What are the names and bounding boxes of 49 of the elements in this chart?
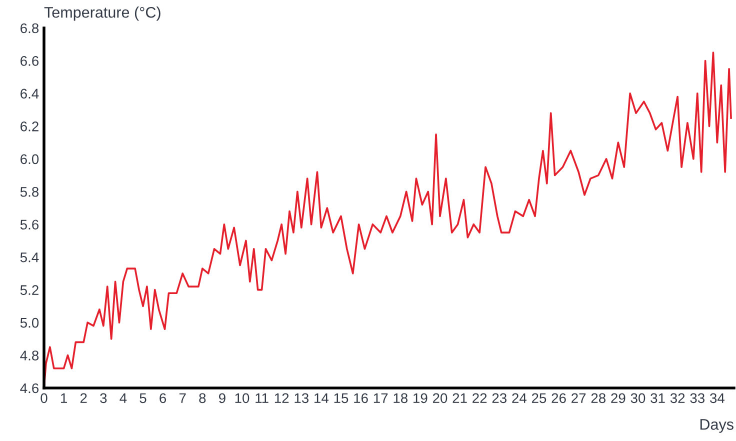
y-tick-label: 4.8 [20, 350, 39, 360]
x-axis-title: Days [700, 419, 734, 433]
y-tick-label: 5.6 [20, 220, 39, 230]
y-tick-label: 6.8 [20, 23, 39, 34]
x-tick-label: 13 [294, 393, 309, 404]
x-tick-label: 33 [690, 393, 704, 404]
x-tick-label: 23 [492, 393, 506, 404]
x-tick-label: 12 [274, 393, 289, 403]
x-tick-label: 27 [572, 393, 586, 403]
x-tick-label: 18 [394, 393, 408, 404]
x-tick-label: 17 [374, 393, 388, 403]
x-tick-label: 5 [140, 393, 146, 404]
x-tick-label: 21 [452, 393, 467, 403]
y-tick-label: 6.2 [20, 122, 38, 132]
x-tick-label: 10 [235, 393, 250, 404]
x-tick-label: 3 [100, 393, 107, 404]
y-tick-label: 6.6 [20, 56, 39, 66]
y-tick-label: 4.6 [20, 383, 39, 394]
y-axis-title: Temperature (°C) [44, 6, 160, 21]
x-tick-label: 2 [80, 393, 87, 403]
x-tick-label: 29 [611, 393, 626, 404]
x-tick-label: 26 [552, 393, 566, 404]
x-tick-label: 15 [334, 393, 348, 404]
y-tick-label: 5.4 [20, 252, 39, 262]
y-tick-label: 5.2 [20, 285, 38, 295]
x-tick-label: 20 [432, 393, 448, 404]
x-tick-label: 14 [314, 393, 329, 403]
y-tick-label: 6.0 [20, 154, 39, 164]
x-tick-label: 25 [532, 393, 546, 404]
x-tick-label: 7 [179, 393, 186, 403]
x-tick-label: 19 [414, 393, 428, 404]
x-tick-label: 28 [591, 393, 606, 404]
x-tick-label: 6 [160, 393, 166, 404]
x-tick-label: 8 [199, 393, 206, 404]
x-tick-label: 31 [650, 393, 665, 404]
x-tick-label: 0 [40, 393, 48, 404]
x-tick-label: 30 [630, 393, 646, 404]
x-tick-label: 9 [218, 393, 226, 404]
x-tick-label: 4 [120, 393, 127, 403]
y-tick-label: 5.0 [20, 318, 39, 328]
y-tick-label: 6.4 [20, 88, 39, 99]
x-tick-label: 24 [512, 393, 526, 403]
x-tick-label: 34 [710, 393, 724, 404]
y-tick-label: 5.8 [20, 186, 39, 197]
x-tick-label: 16 [354, 393, 368, 404]
x-tick-label: 32 [670, 393, 685, 404]
x-tick-label: 11 [256, 393, 268, 403]
x-tick-label: 1 [60, 393, 67, 403]
x-tick-label: 22 [472, 393, 487, 403]
